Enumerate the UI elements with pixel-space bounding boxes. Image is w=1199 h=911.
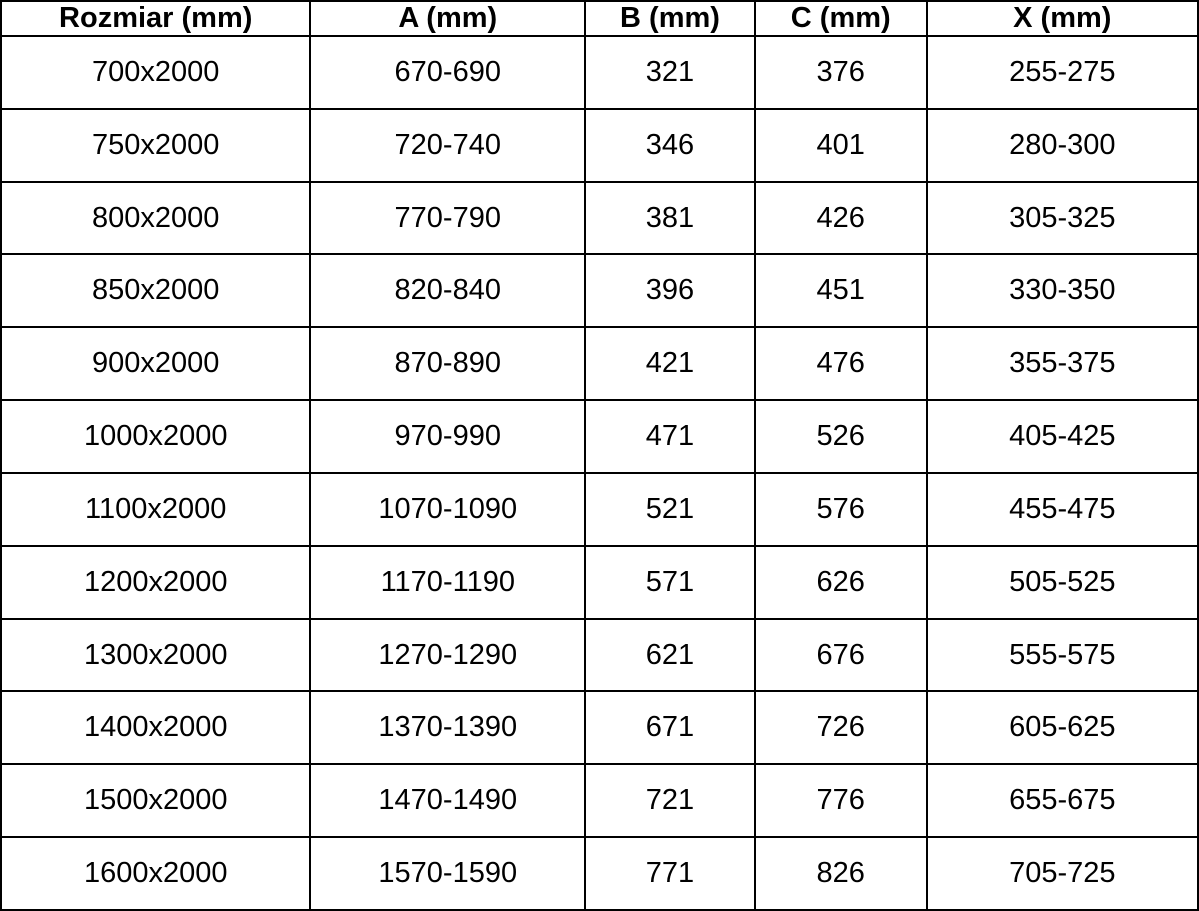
table-cell: 1500x2000 — [0, 763, 312, 839]
table-cell: 820-840 — [309, 253, 587, 329]
table-cell: 655-675 — [925, 763, 1199, 839]
table-cell: 1600x2000 — [0, 836, 312, 911]
table-cell: 255-275 — [925, 35, 1199, 110]
table-cell: 376 — [753, 35, 928, 110]
table-cell: 330-350 — [925, 253, 1199, 329]
table-row: 850x2000 820-840 396 451 330-350 — [0, 253, 1199, 329]
table-cell: 776 — [753, 763, 928, 839]
table-cell: 476 — [753, 326, 928, 402]
column-header: B (mm) — [584, 0, 756, 37]
table-cell: 1470-1490 — [309, 763, 587, 839]
table-cell: 571 — [584, 544, 756, 620]
column-header: C (mm) — [753, 0, 928, 37]
table-cell: 1170-1190 — [309, 544, 587, 620]
table-cell: 671 — [584, 690, 756, 766]
table-cell: 576 — [753, 471, 928, 547]
column-header: Rozmiar (mm) — [0, 0, 312, 37]
table-cell: 771 — [584, 836, 756, 911]
table-row: 1400x2000 1370-1390 671 726 605-625 — [0, 690, 1199, 766]
table-header-row: Rozmiar (mm) A (mm) B (mm) C (mm) X (mm) — [0, 0, 1199, 37]
table-cell: 381 — [584, 180, 756, 256]
table-cell: 355-375 — [925, 326, 1199, 402]
table-cell: 700x2000 — [0, 35, 312, 110]
table-cell: 750x2000 — [0, 107, 312, 183]
table-body: 700x2000 670-690 321 376 255-275 750x2000 720-… — [0, 35, 1199, 911]
table-cell: 850x2000 — [0, 253, 312, 329]
table-cell: 1000x2000 — [0, 399, 312, 474]
table-cell: 396 — [584, 253, 756, 329]
table-cell: 970-990 — [309, 399, 587, 474]
table-cell: 1370-1390 — [309, 690, 587, 766]
table-cell: 726 — [753, 690, 928, 766]
table-row: 750x2000 720-740 346 401 280-300 — [0, 107, 1199, 183]
column-header: A (mm) — [309, 0, 587, 37]
table-cell: 826 — [753, 836, 928, 911]
table-cell: 720-740 — [309, 107, 587, 183]
table-cell: 800x2000 — [0, 180, 312, 256]
table-cell: 705-725 — [925, 836, 1199, 911]
table-cell: 321 — [584, 35, 756, 110]
table-row: 1500x2000 1470-1490 721 776 655-675 — [0, 763, 1199, 839]
table-cell: 1300x2000 — [0, 617, 312, 693]
table-cell: 280-300 — [925, 107, 1199, 183]
table-cell: 405-425 — [925, 399, 1199, 474]
table-row: 1600x2000 1570-1590 771 826 705-725 — [0, 836, 1199, 911]
column-header: X (mm) — [925, 0, 1199, 37]
table-cell: 721 — [584, 763, 756, 839]
table-cell: 451 — [753, 253, 928, 329]
table-cell: 1100x2000 — [0, 471, 312, 547]
table-cell: 471 — [584, 399, 756, 474]
table-cell: 305-325 — [925, 180, 1199, 256]
table-cell: 521 — [584, 471, 756, 547]
table-row: 1000x2000 970-990 471 526 405-425 — [0, 399, 1199, 474]
table-cell: 401 — [753, 107, 928, 183]
table-cell: 1070-1090 — [309, 471, 587, 547]
table-cell: 605-625 — [925, 690, 1199, 766]
table-cell: 1270-1290 — [309, 617, 587, 693]
table-cell: 670-690 — [309, 35, 587, 110]
table-cell: 455-475 — [925, 471, 1199, 547]
table-cell: 770-790 — [309, 180, 587, 256]
table-cell: 1570-1590 — [309, 836, 587, 911]
table-cell: 426 — [753, 180, 928, 256]
table-cell: 1200x2000 — [0, 544, 312, 620]
table-cell: 346 — [584, 107, 756, 183]
table-row: 1300x2000 1270-1290 621 676 555-575 — [0, 617, 1199, 693]
table-cell: 870-890 — [309, 326, 587, 402]
table-cell: 526 — [753, 399, 928, 474]
table-cell: 676 — [753, 617, 928, 693]
table-row: 700x2000 670-690 321 376 255-275 — [0, 35, 1199, 110]
table-cell: 900x2000 — [0, 326, 312, 402]
table-cell: 1400x2000 — [0, 690, 312, 766]
table-row: 900x2000 870-890 421 476 355-375 — [0, 326, 1199, 402]
table-cell: 421 — [584, 326, 756, 402]
table-row: 1100x2000 1070-1090 521 576 455-475 — [0, 471, 1199, 547]
table-row: 1200x2000 1170-1190 571 626 505-525 — [0, 544, 1199, 620]
table-row: 800x2000 770-790 381 426 305-325 — [0, 180, 1199, 256]
table-cell: 555-575 — [925, 617, 1199, 693]
table-cell: 621 — [584, 617, 756, 693]
table-cell: 626 — [753, 544, 928, 620]
table-cell: 505-525 — [925, 544, 1199, 620]
